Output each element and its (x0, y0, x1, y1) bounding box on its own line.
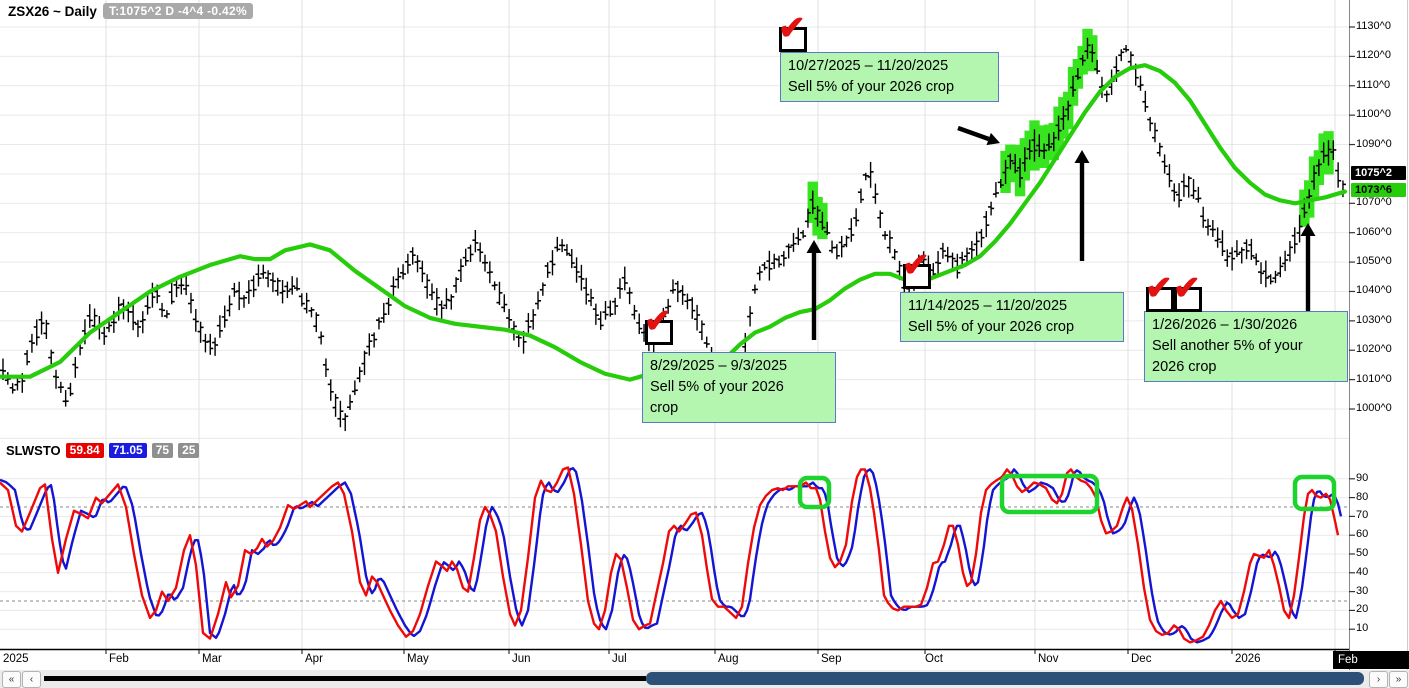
stochastic-tick-label: 30 (1356, 584, 1369, 597)
note-line: Sell 5% of your 2026 crop (788, 79, 955, 95)
current-month-label: Feb (1333, 651, 1409, 669)
price-tick-label: 1030^0 (1356, 313, 1392, 326)
stochastic-tick-label: 90 (1356, 471, 1369, 484)
price-tick-label: 1050^0 (1356, 255, 1392, 268)
scrollbar-thumb[interactable] (646, 672, 1364, 685)
month-label: Nov (1038, 653, 1059, 665)
month-label: Feb (109, 653, 129, 665)
price-tick-label: 1100^0 (1356, 108, 1391, 121)
month-label: 2026 (1235, 653, 1261, 665)
month-label: Aug (718, 653, 739, 665)
checkbox-icon: ✔ (1145, 269, 1174, 312)
stochastic-tick-label: 80 (1356, 490, 1369, 503)
sell-recommendation-note: 11/14/2025 – 11/20/2025 Sell 5% of your 2… (900, 292, 1124, 342)
sell-recommendation-note: 10/27/2025 – 11/20/2025 Sell 5% of your 2… (780, 52, 999, 102)
checkbox-icon: ✔ (778, 9, 807, 52)
price-tick-label: 1130^0 (1356, 20, 1391, 32)
red-check-icon: ✔ (902, 246, 930, 283)
indicator-value-badge: 25 (178, 443, 200, 458)
horizontal-scrollbar[interactable]: «‹ ›» (0, 670, 1409, 688)
month-label: Oct (925, 653, 943, 665)
indicator-value-badge: 71.05 (108, 443, 147, 458)
price-tick-label: 1070^0 (1356, 196, 1392, 209)
note-line: Sell 5% of your 2026 (650, 379, 784, 395)
price-tick-label: 1060^0 (1356, 225, 1392, 238)
indicator-values: 59.84 71.05 75 25 (65, 443, 200, 458)
stochastic-tick-label: 50 (1356, 547, 1369, 559)
note-line: Sell another 5% of your (1152, 338, 1303, 354)
note-line: 2026 crop (1152, 359, 1217, 375)
quote-badge: T:1075^2 D -4^4 -0.42% (102, 3, 253, 19)
red-check-icon: ✔ (1173, 269, 1201, 306)
indicator-value-badge: 75 (151, 443, 174, 458)
stochastic-highlight-box (797, 475, 832, 510)
scroll-far-right-button[interactable]: » (1389, 671, 1408, 688)
month-label: Jun (512, 653, 531, 665)
stochastic-tick-label: 20 (1356, 603, 1369, 616)
stochastic-highlight-box (1292, 474, 1337, 512)
title-bar: ZSX26 ~ Daily T:1075^2 D -4^4 -0.42% (8, 3, 253, 19)
stochastic-tick-label: 10 (1356, 622, 1369, 635)
note-line: 8/29/2025 – 9/3/2025 (650, 358, 788, 374)
stochastic-slow-line (0, 467, 1343, 644)
stochastic-fast-line (0, 466, 1340, 644)
month-label: Apr (305, 653, 323, 665)
note-line: Sell 5% of your 2026 crop (908, 319, 1075, 335)
red-check-icon: ✔ (1145, 269, 1173, 306)
last-price-badge: 1075^2 (1351, 166, 1406, 180)
price-axis: 1130^0 1120^0 1110^0 1100^0 1090^0 1070^0 1060… (1349, 0, 1409, 650)
indicator-value-badge: 59.84 (65, 443, 104, 458)
stochastic-tick-label: 70 (1356, 509, 1369, 522)
moving-average-line (0, 63, 1348, 382)
price-tick-label: 1120^0 (1356, 49, 1391, 62)
note-line: 10/27/2025 – 11/20/2025 (788, 58, 949, 74)
scroll-left-button[interactable]: ‹ (22, 671, 41, 688)
stochastic-pane (0, 466, 1343, 644)
checkbox-icon: ✔ (902, 246, 931, 289)
price-tick-label: 1090^0 (1356, 137, 1392, 150)
month-label: Jul (612, 653, 627, 665)
stochastic-tick-label: 40 (1356, 565, 1369, 578)
scrollbar-track[interactable] (44, 676, 646, 681)
price-tick-label: 1110^0 (1356, 78, 1391, 91)
annotation-arrows (806, 125, 1316, 340)
ma-price-badge: 1073^6 (1351, 183, 1406, 197)
price-tick-label: 1020^0 (1356, 343, 1392, 356)
stochastic-highlight-box (999, 473, 1100, 515)
price-tick-label: 1010^0 (1356, 372, 1392, 385)
scroll-right-button[interactable]: › (1369, 671, 1388, 688)
symbol-title: ZSX26 ~ Daily (8, 3, 97, 19)
price-tick-label: 1040^0 (1356, 284, 1392, 297)
month-label: May (407, 653, 429, 665)
time-axis: 2025 Feb Mar Apr May Jun Jul Aug Sep Oct Nov Dec 202… (0, 650, 1409, 670)
sell-recommendation-note: 8/29/2025 – 9/3/2025 Sell 5% of your 2026… (642, 352, 836, 423)
axis-frame (0, 0, 1408, 670)
month-label: 2025 (3, 653, 29, 665)
checkbox-icon: ✔ (644, 302, 673, 345)
note-line: 11/14/2025 – 11/20/2025 (908, 298, 1068, 314)
red-check-icon: ✔ (644, 302, 672, 339)
month-label: Dec (1131, 653, 1152, 665)
note-line: crop (650, 400, 679, 416)
checkbox-icon: ✔ (1173, 269, 1202, 312)
stochastic-tick-label: 60 (1356, 528, 1369, 541)
price-tick-label: 1000^0 (1356, 402, 1392, 414)
sell-recommendation-note: 1/26/2026 – 1/30/2026 Sell another 5% of … (1144, 311, 1348, 382)
note-line: 1/26/2026 – 1/30/2026 (1152, 317, 1298, 333)
month-label: Mar (202, 653, 222, 665)
indicator-name: SLWSTO (6, 443, 61, 458)
indicator-legend: SLWSTO 59.84 71.05 75 25 (6, 443, 200, 458)
red-check-icon: ✔ (778, 9, 806, 46)
scroll-far-left-button[interactable]: « (2, 671, 21, 688)
month-label: Sep (821, 653, 842, 665)
